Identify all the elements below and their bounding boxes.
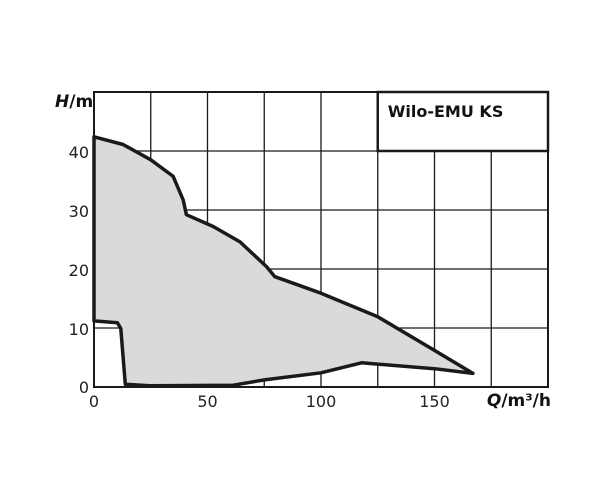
y-axis-var: H xyxy=(55,92,69,112)
x-axis-var: Q xyxy=(487,391,501,411)
y-tick-labels: 0 10 20 30 40 xyxy=(69,143,89,397)
y-tick-label: 0 xyxy=(79,378,89,397)
legend-title: Wilo-EMU KS xyxy=(388,102,504,121)
x-tick-label: 50 xyxy=(197,392,217,411)
x-tick-label: 150 xyxy=(419,392,450,411)
plot-frame xyxy=(93,91,549,388)
y-tick-label: 20 xyxy=(69,261,89,280)
x-axis-label: Q/m³/h xyxy=(487,391,551,411)
performance-range-area xyxy=(92,135,475,388)
y-axis-unit: /m xyxy=(69,92,93,112)
y-tick-label: 30 xyxy=(69,202,89,221)
x-tick-label: 100 xyxy=(306,392,337,411)
y-axis-label: H/m xyxy=(55,92,93,112)
x-tick-labels: 0 50 100 150 xyxy=(89,392,450,411)
legend-box xyxy=(376,90,550,153)
x-tick-label: 0 xyxy=(89,392,99,411)
x-axis-unit: /m³/h xyxy=(501,391,551,411)
y-tick-label: 10 xyxy=(69,320,89,339)
y-tick-label: 40 xyxy=(69,143,89,162)
